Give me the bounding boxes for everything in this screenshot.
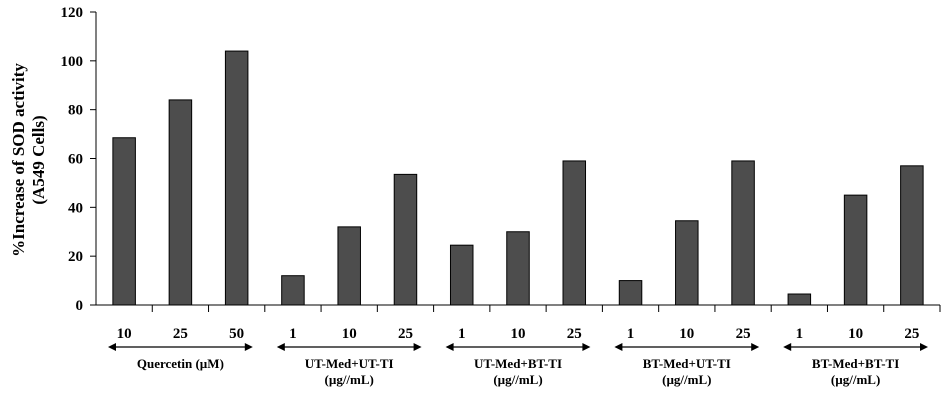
bar <box>843 194 868 306</box>
bar <box>562 160 587 306</box>
bar <box>506 231 530 306</box>
bar <box>337 226 361 306</box>
bar <box>224 50 249 306</box>
y-tick-label: 120 <box>61 5 84 21</box>
bar <box>449 244 474 306</box>
group-arrow-right-head <box>751 343 760 351</box>
x-tick-label: 10 <box>117 326 132 342</box>
bar <box>393 173 418 306</box>
y-axis: 0 20 40 60 80 100 120 <box>61 5 97 314</box>
y-tick-label: 20 <box>68 249 83 265</box>
group-arrow-right-head <box>582 343 591 351</box>
group-label: Quercetin (µM) <box>137 356 224 371</box>
group-arrow-left-head <box>276 343 285 351</box>
x-tick-label: 10 <box>511 326 526 342</box>
x-tick-label: 1 <box>627 326 635 342</box>
x-tick-label: 50 <box>229 326 244 342</box>
bar <box>168 99 193 306</box>
group-label: (µg//mL) <box>662 372 711 387</box>
x-tick-label: 25 <box>736 326 751 342</box>
group-label: UT-Med+BT-TI <box>474 356 562 371</box>
x-tick-label: 10 <box>342 326 357 342</box>
group-label: (µg//mL) <box>325 372 374 387</box>
y-tick-label: 40 <box>68 200 83 216</box>
x-tick-label: 25 <box>173 326 188 342</box>
bar <box>787 293 812 306</box>
x-tick-label: 1 <box>289 326 297 342</box>
y-tick-label: 100 <box>61 54 84 70</box>
x-tick-label: 10 <box>848 326 863 342</box>
bar <box>618 280 643 306</box>
group-label: UT-Med+UT-TI <box>305 356 394 371</box>
x-tick-label: 10 <box>679 326 694 342</box>
group-labels: Quercetin (µM) UT-Med+UT-TI(µg//mL)UT-Med… <box>108 343 928 387</box>
x-tick-label: 1 <box>458 326 466 342</box>
group-arrow-right-head <box>413 343 422 351</box>
group-arrow-left-head <box>614 343 623 351</box>
group-arrow-left-head <box>783 343 792 351</box>
bar <box>112 137 136 306</box>
group-arrow-right-head <box>244 343 253 351</box>
x-tick-label: 25 <box>567 326 582 342</box>
y-axis-label-line: %Increase of SOD activity <box>9 63 28 257</box>
group-label: BT-Med+UT-TI <box>643 356 731 371</box>
group-label: (µg//mL) <box>493 372 542 387</box>
y-axis-label-line: (A549 Cells) <box>29 115 48 204</box>
x-tick-label: 25 <box>904 326 919 342</box>
bar <box>281 275 305 306</box>
y-tick-label: 80 <box>68 103 83 119</box>
y-axis-label: %Increase of SOD activity (A549 Cells) <box>9 63 48 257</box>
bar <box>675 220 699 306</box>
group-label: BT-Med+BT-TI <box>812 356 899 371</box>
y-tick-label: 60 <box>68 152 83 168</box>
bar <box>731 160 755 306</box>
group-arrow-left-head <box>108 343 116 351</box>
group-label: (µg//mL) <box>831 372 880 387</box>
x-tick-label: 25 <box>398 326 413 342</box>
group-arrow-right-head <box>920 343 928 351</box>
y-tick-label: 0 <box>76 298 84 314</box>
bar <box>900 165 924 306</box>
x-axis: 10 25 50 1 10 25 1 10 25 1 10 25 1 10 25 <box>96 304 941 342</box>
bars <box>112 50 924 306</box>
group-arrow-left-head <box>445 343 454 351</box>
x-tick-label: 1 <box>796 326 804 342</box>
